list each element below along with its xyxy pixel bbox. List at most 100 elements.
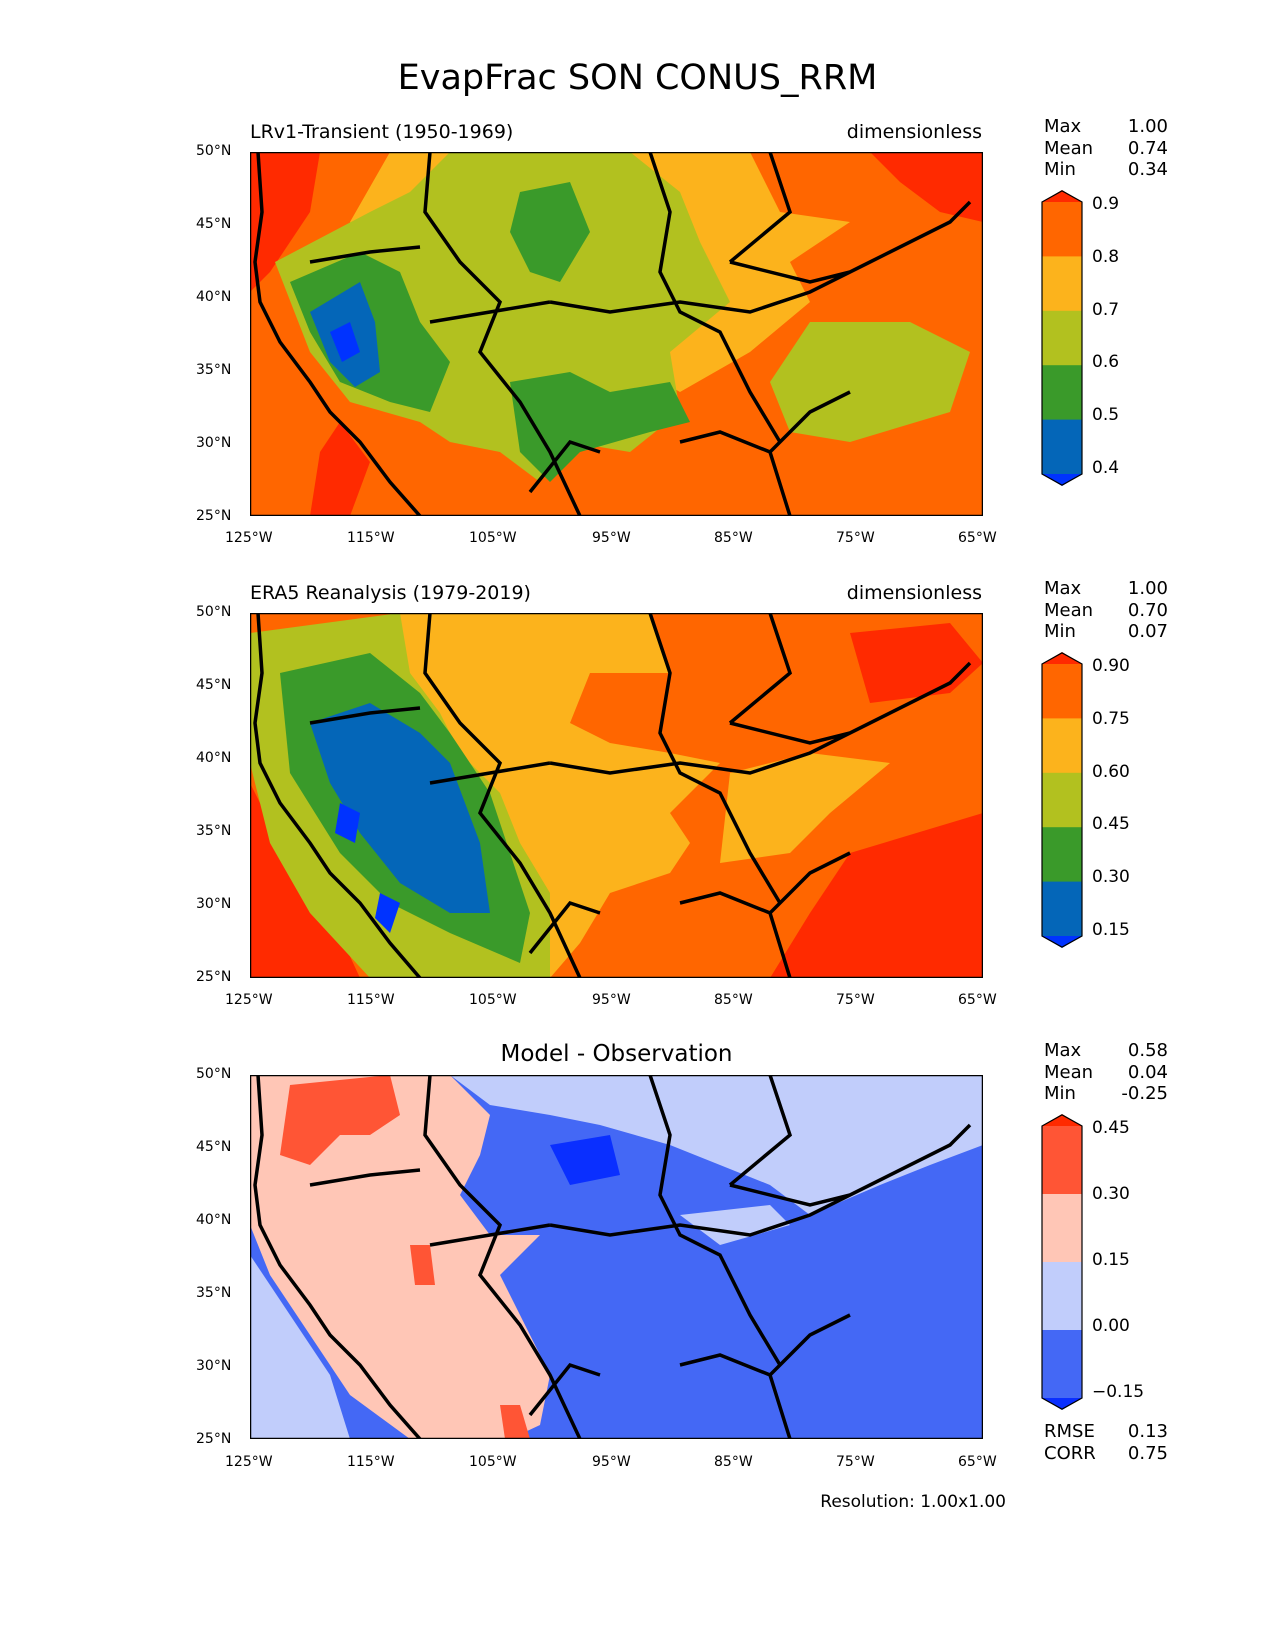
rmse-label: RMSE xyxy=(1044,1421,1095,1442)
lat-label: 45°N xyxy=(196,216,232,232)
colorbar-segment xyxy=(1042,1126,1082,1195)
lat-label: 35°N xyxy=(196,1285,232,1301)
colorbar-tick: 0.4 xyxy=(1092,458,1120,478)
colorbar-tick: −0.15 xyxy=(1092,1382,1145,1402)
lon-label: 95°W xyxy=(592,1454,631,1470)
colorbar-tick: 0.15 xyxy=(1092,1250,1130,1270)
field-region-high xyxy=(250,152,320,292)
colorbar-tick: 0.8 xyxy=(1092,247,1120,267)
field-region-0.0 xyxy=(680,1205,790,1245)
colorbar-tick: 0.60 xyxy=(1092,762,1130,782)
corr-label: CORR xyxy=(1044,1443,1096,1464)
field-region-0.5 xyxy=(510,182,590,282)
stat-max-label: Max xyxy=(1044,1040,1082,1061)
colorbar-segment xyxy=(1042,1262,1082,1331)
colorbar-over-extension xyxy=(1042,1114,1082,1126)
colorbar-outline xyxy=(1041,190,1083,486)
lat-label: 25°N xyxy=(196,508,232,524)
colorbar-segment xyxy=(1042,202,1082,257)
colorbar-tick: 0.5 xyxy=(1092,405,1120,425)
lon-label: 125°W xyxy=(225,1454,273,1470)
colorbar-segment xyxy=(1042,1330,1082,1399)
field-region-min xyxy=(550,1135,620,1185)
lat-label: 35°N xyxy=(196,823,232,839)
panel-1-colorbar xyxy=(1041,190,1083,486)
lat-label: 40°N xyxy=(196,1212,232,1228)
colorbar-tick: 0.7 xyxy=(1092,300,1120,320)
colorbar-segment xyxy=(1042,772,1082,828)
lon-label: 105°W xyxy=(469,530,517,546)
panel-2-colorbar xyxy=(1041,652,1083,948)
resolution-label: Resolution: 1.00x1.00 xyxy=(820,1492,1006,1512)
basin-boundaries xyxy=(253,613,972,978)
lat-label: 30°N xyxy=(196,1358,232,1374)
lon-label: 125°W xyxy=(225,992,273,1008)
field-region-0.30 xyxy=(410,1245,435,1285)
field-region-high xyxy=(870,152,983,222)
corr-value: 0.75 xyxy=(1127,1443,1168,1464)
panel-1-map xyxy=(250,152,983,516)
colorbar-tick: 0.6 xyxy=(1092,352,1120,372)
colorbar-over-extension xyxy=(1042,652,1082,664)
stat-max-label: Max xyxy=(1044,578,1082,599)
colorbar-tick: 0.15 xyxy=(1092,920,1130,940)
colorbar-tick: 0.45 xyxy=(1092,814,1130,834)
stat-mean-value: 0.70 xyxy=(1127,600,1168,621)
field-region-0.0 xyxy=(250,1255,350,1439)
colorbar-segment xyxy=(1042,310,1082,366)
lon-label: 105°W xyxy=(469,992,517,1008)
lon-label: 115°W xyxy=(347,992,395,1008)
stat-min-label: Min xyxy=(1044,1083,1076,1104)
field-region-0.6 xyxy=(720,753,890,863)
colorbar-outline xyxy=(1041,652,1083,948)
lon-label: 75°W xyxy=(836,992,875,1008)
field-region-min xyxy=(330,322,360,362)
lat-label: 25°N xyxy=(196,969,232,985)
lat-label: 40°N xyxy=(196,750,232,766)
colorbar-segment xyxy=(1042,256,1082,312)
lat-label: 30°N xyxy=(196,896,232,912)
stat-max-value: 1.00 xyxy=(1127,116,1168,137)
lat-label: 30°N xyxy=(196,435,232,451)
colorbar-outline xyxy=(1041,1114,1083,1410)
map-frame xyxy=(250,152,983,516)
panel-2-map xyxy=(250,613,983,978)
lon-label: 115°W xyxy=(347,530,395,546)
colorbar-under-extension xyxy=(1042,936,1082,948)
lon-label: 65°W xyxy=(958,530,997,546)
colorbar-tick: 0.9 xyxy=(1092,194,1120,214)
stat-min-value: 0.07 xyxy=(1127,621,1168,642)
field-region-0.30 xyxy=(280,1075,400,1165)
lat-label: 35°N xyxy=(196,362,232,378)
colorbar-tick: 0.30 xyxy=(1092,1184,1130,1204)
field-region-high xyxy=(310,422,370,516)
field-region-0.0 xyxy=(250,1075,983,1215)
stat-min-label: Min xyxy=(1044,621,1076,642)
stat-min-value: -0.25 xyxy=(1121,1083,1168,1104)
map-frame xyxy=(250,613,983,978)
lon-label: 125°W xyxy=(225,530,273,546)
field-region-0.15 xyxy=(310,703,490,913)
stat-min-value: 0.34 xyxy=(1127,159,1168,180)
colorbar-tick: 0.45 xyxy=(1092,1118,1130,1138)
map-frame xyxy=(250,1075,983,1439)
field-region-0.6 xyxy=(770,322,970,442)
field-region-high xyxy=(770,813,983,978)
panel-1-units: dimensionless xyxy=(846,121,982,143)
stat-mean-value: 0.74 xyxy=(1127,138,1168,159)
panel-3-title: Model - Observation xyxy=(500,1041,733,1067)
lon-label: 105°W xyxy=(469,1454,517,1470)
colorbar-under-extension xyxy=(1042,474,1082,486)
stat-mean-value: 0.04 xyxy=(1127,1062,1168,1083)
lat-label: 50°N xyxy=(196,604,232,620)
lon-label: 115°W xyxy=(347,1454,395,1470)
panel-2-units: dimensionless xyxy=(846,582,982,604)
lon-label: 95°W xyxy=(592,530,631,546)
colorbar-segment xyxy=(1042,718,1082,774)
panel-3-colorbar xyxy=(1041,1114,1083,1410)
lat-label: 50°N xyxy=(196,1066,232,1082)
lon-label: 85°W xyxy=(714,530,753,546)
colorbar-segment xyxy=(1042,827,1082,883)
lat-label: 45°N xyxy=(196,1139,232,1155)
lat-label: 50°N xyxy=(196,143,232,159)
